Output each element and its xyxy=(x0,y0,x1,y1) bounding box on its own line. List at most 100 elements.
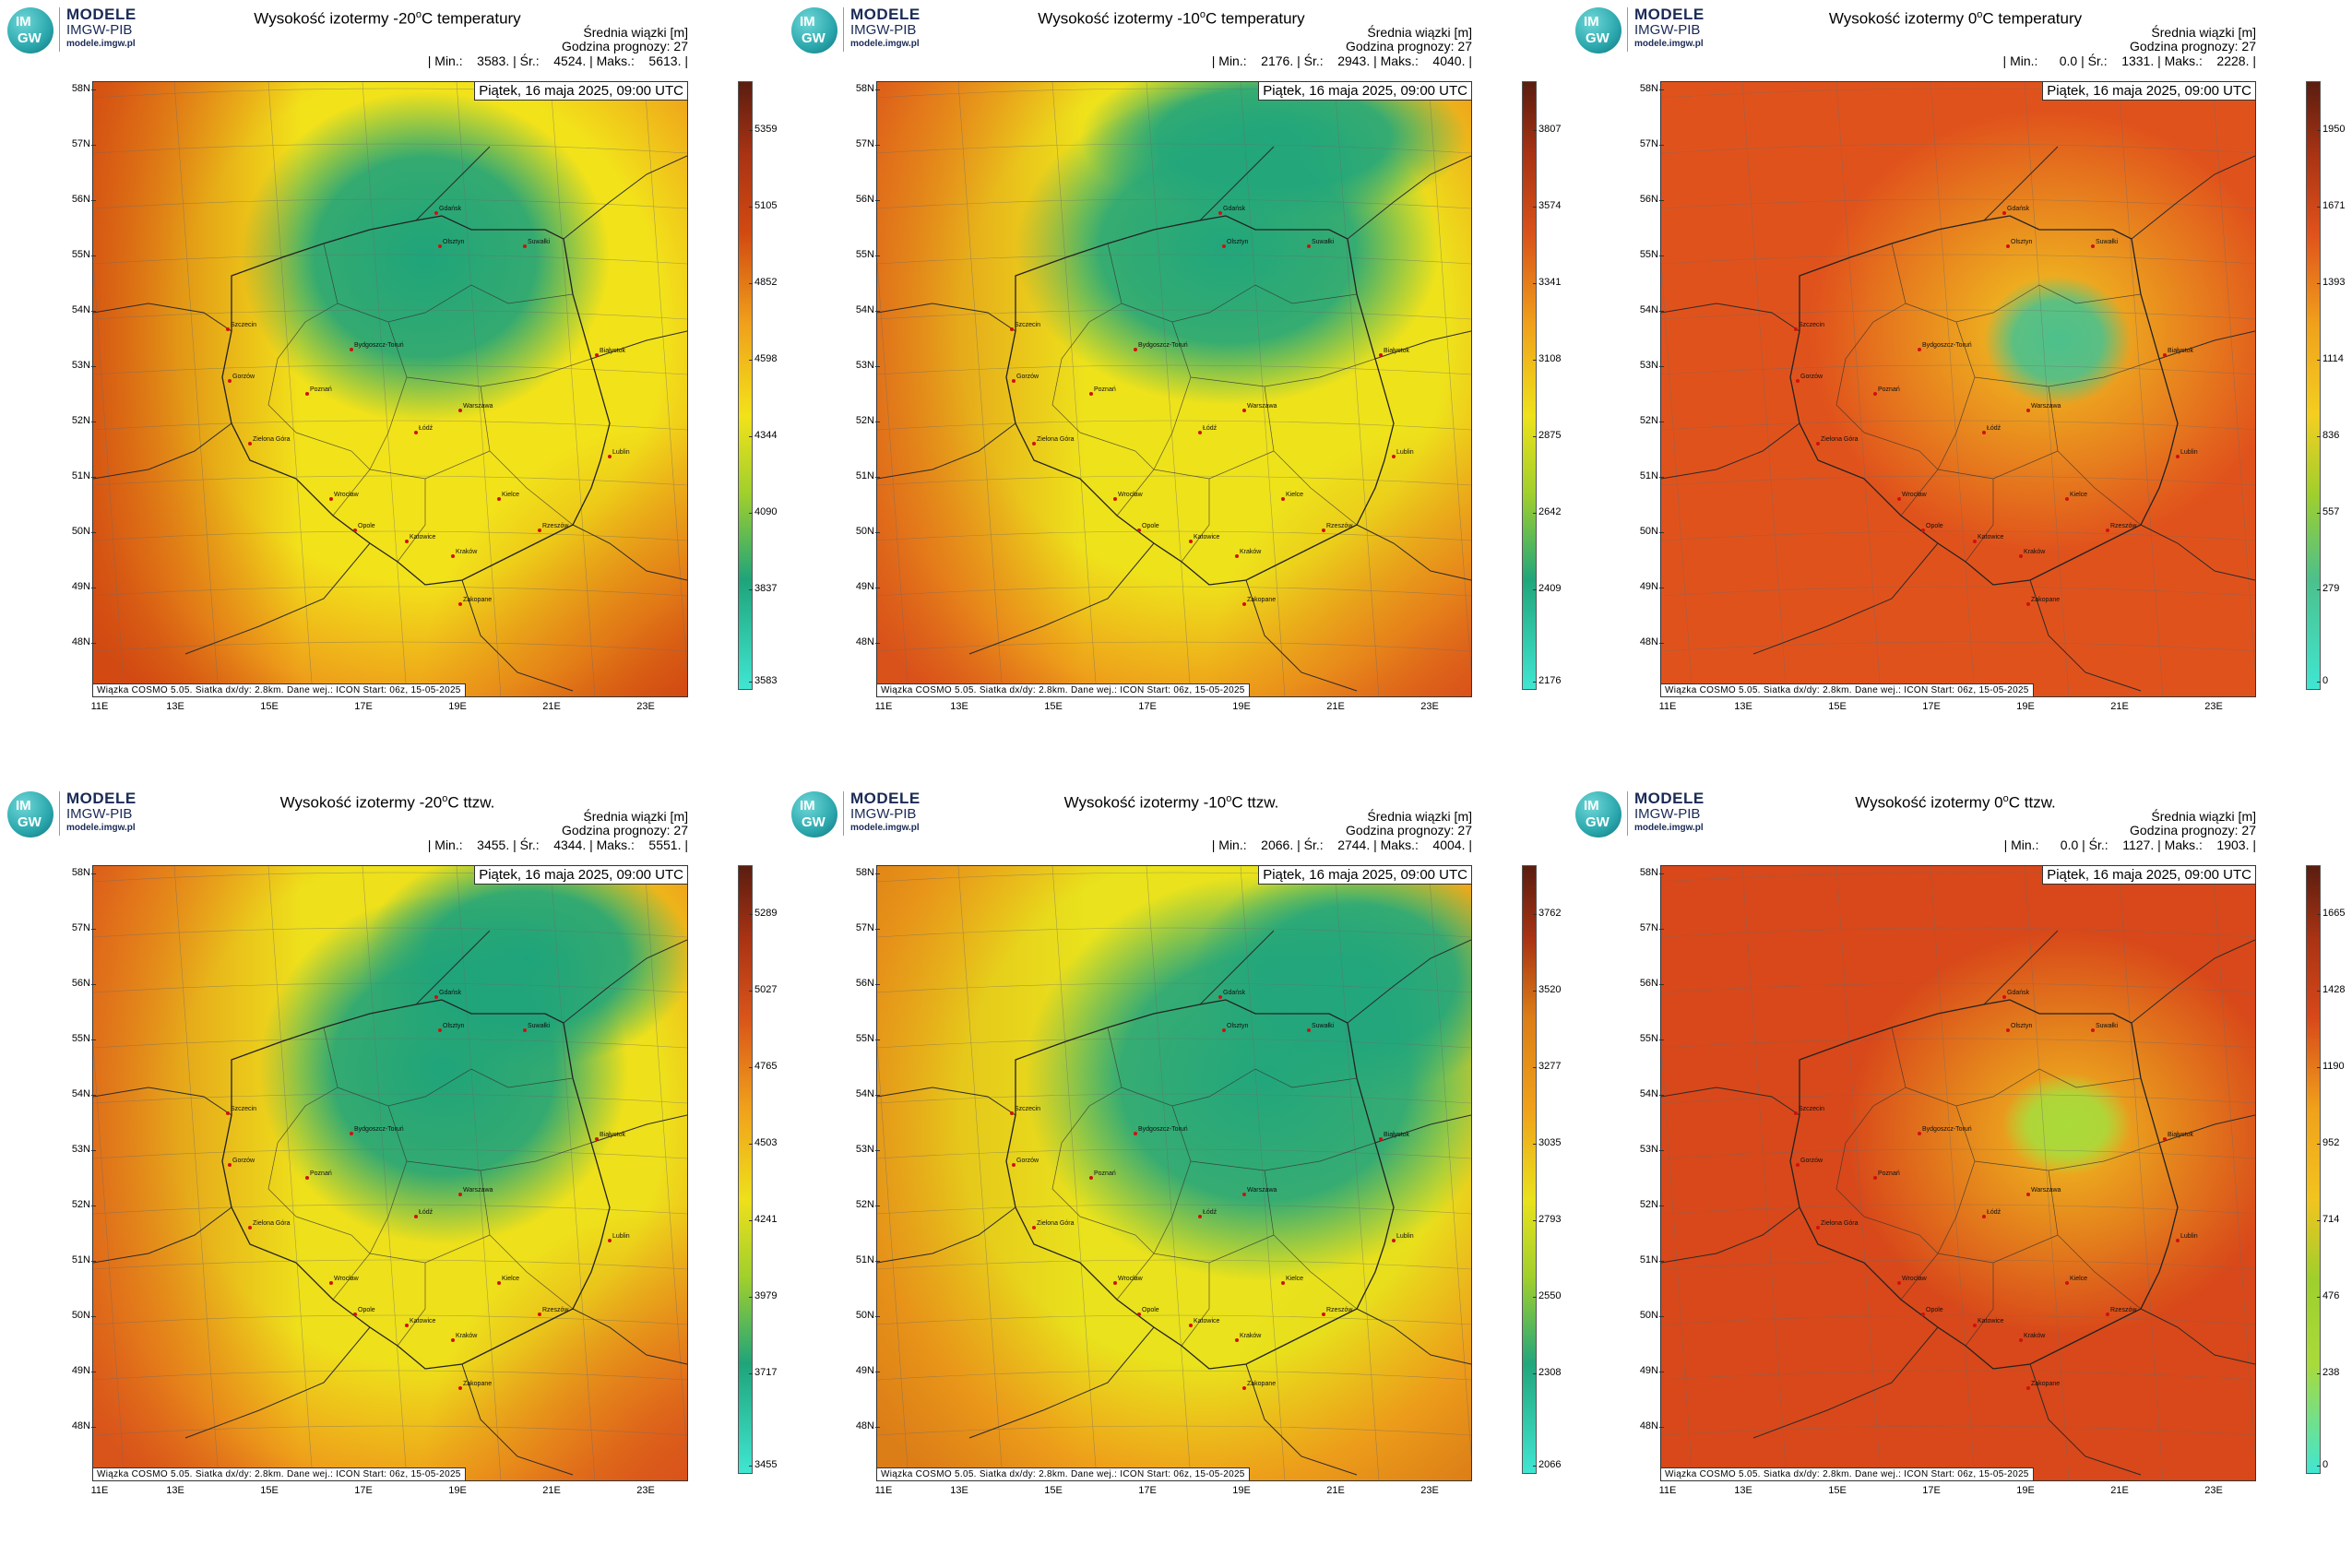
imgw-logo-icon: IM GW xyxy=(1575,791,1621,837)
colorbar-tick-label: 1393 xyxy=(2316,277,2346,288)
colorbar xyxy=(1522,81,1537,690)
city-label: Kielce xyxy=(2070,492,2087,498)
city-marker xyxy=(595,353,599,357)
city-label: Gorzów xyxy=(232,374,255,380)
city-label: Kielce xyxy=(502,1276,519,1282)
city-label: Lublin xyxy=(612,449,630,456)
colorbar-tick-label: 3520 xyxy=(1532,984,1562,995)
city-label: Białystok xyxy=(600,1132,626,1138)
latitude-label: 49N xyxy=(61,1365,96,1376)
city-label: Łódź xyxy=(1987,425,2002,432)
city-label: Opole xyxy=(358,1307,375,1313)
graticule xyxy=(93,82,687,696)
longitude-label: 17E xyxy=(354,1485,373,1496)
min-mean-max: | Min.: 0.0 | Śr.: 1331. | Maks.: 2228. … xyxy=(2002,53,2256,68)
city-marker xyxy=(1873,1176,1877,1180)
longitude-label: 19E xyxy=(448,701,467,712)
city-label: Opole xyxy=(1926,1307,1943,1313)
mean-label: Średnia wiązki [m] xyxy=(1367,25,1472,40)
city-label: Rzeszów xyxy=(1326,1307,1353,1313)
colorbar-tick-label: 5027 xyxy=(748,984,778,995)
city-label: Lublin xyxy=(1396,1233,1414,1240)
longitude-label: 21E xyxy=(542,1485,561,1496)
longitude-label: 15E xyxy=(1044,1485,1063,1496)
forecast-info: Średnia wiązki [m] Godzina prognozy: 27 xyxy=(2130,26,2256,53)
colorbar-tick-label: 0 xyxy=(2316,1459,2329,1470)
city-label: Łódź xyxy=(1203,1209,1218,1216)
city-label: Kielce xyxy=(2070,1276,2087,1282)
longitude-label: 17E xyxy=(1922,1485,1941,1496)
city-marker xyxy=(1010,1111,1014,1115)
longitude-label: 17E xyxy=(1138,1485,1157,1496)
city-marker xyxy=(350,348,353,351)
colorbar-ticks: 5359 5105 4852 4598 4344 4090 3837 3583 xyxy=(748,81,791,688)
latitude-label: 54N xyxy=(1629,304,1664,315)
latitude-label: 54N xyxy=(1629,1088,1664,1099)
colorbar xyxy=(738,865,753,1474)
city-marker xyxy=(1198,1215,1202,1218)
city-marker xyxy=(458,409,462,412)
longitude-label: 21E xyxy=(1326,1485,1345,1496)
city-marker xyxy=(1189,1324,1193,1327)
city-label: Białystok xyxy=(2168,348,2194,354)
colorbar-tick-label: 3341 xyxy=(1532,277,1562,288)
city-marker xyxy=(1379,353,1383,357)
min-mean-max: | Min.: 2066. | Śr.: 2744. | Maks.: 4004… xyxy=(1211,837,1472,852)
city-label: Olsztyn xyxy=(443,239,464,245)
latitude-label: 49N xyxy=(1629,1365,1664,1376)
logo-url: modele.imgw.pl xyxy=(850,823,920,833)
city-marker xyxy=(226,1111,230,1115)
province-borders xyxy=(1835,243,2160,563)
city-marker xyxy=(405,540,409,543)
city-label: Gdańsk xyxy=(1223,206,1246,212)
city-marker xyxy=(228,1163,232,1167)
longitude-label: 23E xyxy=(636,1485,655,1496)
city-label: Opole xyxy=(1926,523,1943,529)
city-marker xyxy=(1796,379,1800,383)
model-footer: Wiązka COSMO 5.05. Siatka dx/dy: 2.8km. … xyxy=(877,683,1250,696)
province-borders xyxy=(267,243,592,563)
colorbar xyxy=(1522,865,1537,1474)
city-label: Warszawa xyxy=(463,403,493,410)
latitude-label: 51N xyxy=(845,470,880,481)
city-label: Opole xyxy=(1142,523,1159,529)
city-label: Zakopane xyxy=(463,597,492,603)
city-label: Zielona Góra xyxy=(1821,1220,1859,1227)
latitude-label: 52N xyxy=(1629,1199,1664,1210)
city-marker xyxy=(2176,1239,2180,1242)
city-label: Gorzów xyxy=(1800,1158,1823,1164)
city-label: Lublin xyxy=(612,1233,630,1240)
city-marker xyxy=(2065,497,2069,501)
latitude-label: 58N xyxy=(1629,83,1664,94)
city-label: Katowice xyxy=(1978,534,2004,540)
neighbour-borders xyxy=(877,146,1471,692)
city-label: Rzeszów xyxy=(2110,1307,2137,1313)
longitude-label: 23E xyxy=(2204,701,2223,712)
map-area: Gdańsk Olsztyn Suwałki Szczecin Bydgoszcz-To… xyxy=(1660,81,2256,697)
graticule xyxy=(877,82,1471,696)
city-label: Wrocław xyxy=(334,492,360,498)
colorbar-tick-label: 2066 xyxy=(1532,1459,1562,1470)
city-marker xyxy=(1012,1163,1016,1167)
longitude-label: 13E xyxy=(950,1485,968,1496)
city-marker xyxy=(523,244,527,248)
panel-4: IM GW MODELE IMGW-PIB modele.imgw.pl Wys… xyxy=(0,784,784,1568)
forecast-info: Średnia wiązki [m] Godzina prognozy: 27 xyxy=(1346,26,1472,53)
city-marker xyxy=(353,1313,357,1316)
city-marker xyxy=(2163,1137,2167,1141)
longitude-label: 15E xyxy=(1828,701,1847,712)
map-title: Wysokość izotermy -10oC ttzw. xyxy=(1063,793,1279,812)
city-label: Gdańsk xyxy=(2007,990,2030,996)
latitude-label: 57N xyxy=(845,922,880,933)
city-label: Olsztyn xyxy=(1227,239,1248,245)
colorbar-tick-label: 1114 xyxy=(2317,353,2344,364)
city-marker xyxy=(434,211,438,215)
city-label: Lublin xyxy=(2180,449,2198,456)
colorbar-tick-label: 3717 xyxy=(748,1367,778,1378)
latitude-label: 48N xyxy=(1629,636,1664,647)
city-marker xyxy=(497,1281,501,1285)
city-label: Szczecin xyxy=(1015,1106,1040,1112)
colorbar-ticks: 3762 3520 3277 3035 2793 2550 2308 2066 xyxy=(1532,865,1575,1472)
latitude-label: 55N xyxy=(1629,1033,1664,1044)
city-marker xyxy=(1137,1313,1141,1316)
